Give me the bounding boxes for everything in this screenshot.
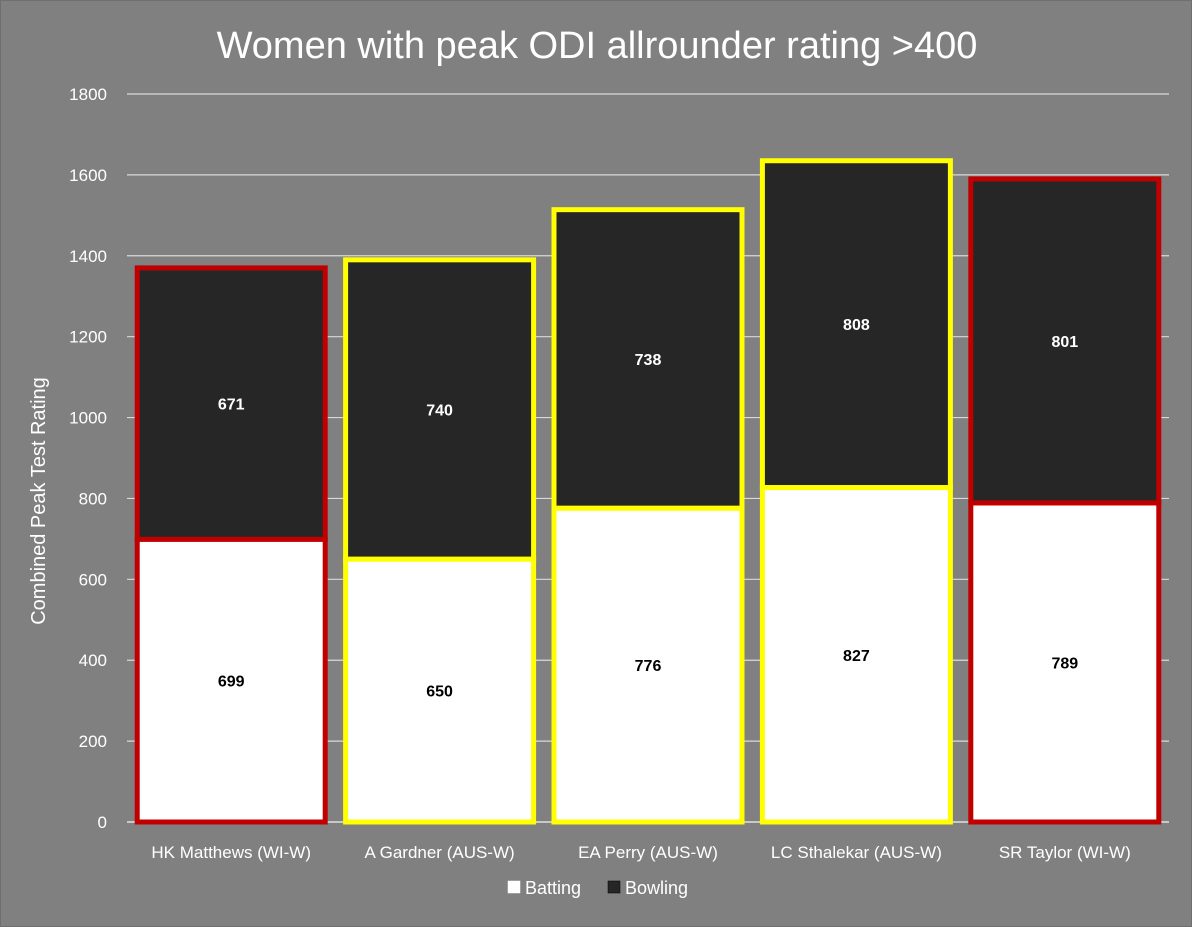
y-tick-label: 600 [79, 570, 107, 589]
legend: Batting Bowling [507, 878, 688, 898]
bars: 699 671 650 740 776 738 827 808 789 801 [134, 158, 1162, 825]
x-tick-label: SR Taylor (WI-W) [999, 843, 1131, 862]
legend-label-bowling: Bowling [625, 878, 688, 898]
legend-swatch-batting [507, 880, 521, 894]
bar-bowling [759, 158, 953, 491]
y-axis-label: Combined Peak Test Rating [28, 377, 50, 625]
data-label: 789 [1051, 655, 1078, 672]
y-tick-label: 0 [98, 813, 107, 832]
x-tick-label: EA Perry (AUS-W) [578, 843, 718, 862]
bar-batting [134, 536, 328, 825]
y-tick-label: 1200 [69, 328, 107, 347]
y-tick-label: 1600 [69, 166, 107, 185]
legend-label-batting: Batting [525, 878, 581, 898]
y-tick-label: 800 [79, 489, 107, 508]
y-tick-label: 1800 [69, 85, 107, 104]
x-tick-label: HK Matthews (WI-W) [151, 843, 311, 862]
legend-swatch-bowling [607, 880, 621, 894]
bar-bowling [968, 176, 1162, 506]
bar-bowling [551, 207, 745, 511]
data-label: 738 [635, 352, 662, 369]
x-tick-label: A Gardner (AUS-W) [364, 843, 514, 862]
y-tick-label: 1400 [69, 247, 107, 266]
data-label: 650 [426, 684, 453, 701]
bar-batting [551, 505, 745, 825]
y-tick-label: 1000 [69, 409, 107, 428]
chart-title: Women with peak ODI allrounder rating >4… [217, 25, 978, 67]
data-label: 699 [218, 674, 245, 691]
data-label: 808 [843, 317, 870, 334]
data-label: 740 [426, 402, 453, 419]
x-tick-labels: HK Matthews (WI-W) A Gardner (AUS-W) EA Pe… [151, 843, 1130, 862]
data-label: 776 [635, 658, 662, 675]
data-label: 671 [218, 397, 245, 414]
bar-bowling [343, 257, 537, 562]
data-label: 801 [1051, 334, 1078, 351]
y-tick-label: 400 [79, 651, 107, 670]
y-tick-labels: 0 200 400 600 800 1000 1200 1400 1600 1800 [69, 85, 107, 832]
bar-batting [343, 556, 537, 825]
y-tick-label: 200 [79, 732, 107, 751]
data-label: 827 [843, 648, 870, 665]
bar-bowling [134, 265, 328, 542]
x-tick-label: LC Sthalekar (AUS-W) [771, 843, 942, 862]
